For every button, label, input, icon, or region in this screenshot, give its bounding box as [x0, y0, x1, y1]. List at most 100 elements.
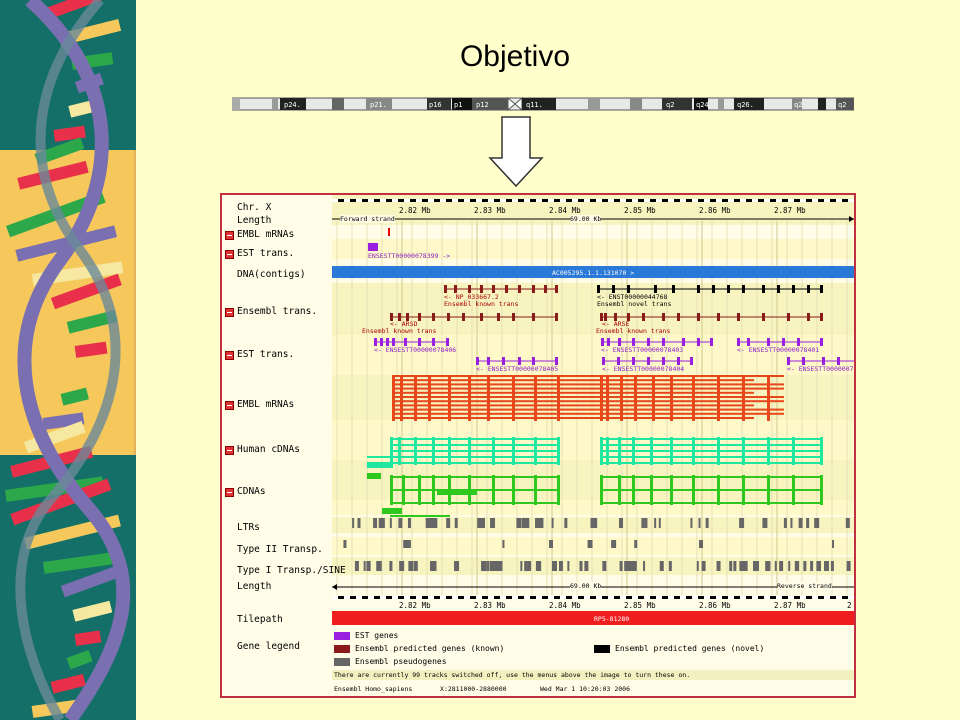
embl-mrna-exon — [600, 375, 603, 421]
est-transcript-exon — [837, 357, 840, 365]
band-label: p12 — [476, 101, 489, 109]
collapse-toggle-est-top[interactable] — [225, 250, 234, 259]
arse-transcript-exon — [600, 313, 603, 321]
scale-bar-segment — [776, 596, 782, 599]
scale-bar-segment — [512, 199, 518, 202]
repeat-element — [739, 518, 745, 528]
repeat-element — [658, 518, 661, 528]
human-cdna-exon — [534, 437, 537, 465]
bottom-tick-label: 2.82 Mb — [399, 601, 431, 610]
helix-rung — [42, 550, 124, 574]
legend-novel: Ensembl predicted genes (novel) — [615, 644, 765, 653]
repeat-element — [803, 561, 807, 571]
scale-bar-segment — [764, 199, 770, 202]
cdna-row — [390, 502, 557, 504]
top-tick-label: 2.84 Mb — [549, 206, 581, 215]
helix-rung — [50, 673, 86, 694]
collapse-toggle-ensembl[interactable] — [225, 308, 234, 317]
scale-bar-segment — [428, 199, 434, 202]
repeat-element — [846, 561, 851, 571]
enst-transcript-exon — [792, 285, 795, 293]
repeat-element — [481, 561, 486, 571]
collapse-toggle-embl[interactable] — [225, 401, 234, 410]
est-transcript-exon — [617, 357, 620, 365]
slide-title: Objetivo — [459, 40, 571, 73]
arsd-transcript-exon — [462, 313, 465, 321]
repeat-element — [541, 518, 544, 528]
cdna-row — [600, 476, 822, 478]
cdna-exon — [390, 475, 393, 505]
track-label-embl-mrnas: EMBL mRNAs — [237, 399, 295, 410]
embl-mrna-row — [392, 379, 754, 382]
repeat-element — [366, 561, 370, 571]
repeat-element — [788, 561, 791, 571]
feature-sublabel: Ensembl known trans — [596, 327, 671, 335]
scale-bar-segment — [500, 596, 506, 599]
legend-est-genes: EST genes — [355, 631, 399, 640]
enst-transcript-exon — [712, 285, 715, 293]
repeat-element — [587, 540, 593, 548]
length-arrow — [849, 216, 854, 222]
repeat-element — [654, 518, 657, 528]
cdna-exon — [767, 475, 770, 505]
helix-rung — [34, 137, 85, 166]
collapse-toggle-human-cdnas[interactable] — [225, 446, 234, 455]
helix-rung — [40, 0, 123, 22]
est-transcript-exon — [502, 357, 505, 365]
human-cdna-exon — [792, 437, 795, 465]
collapse-toggle-cdnas[interactable] — [225, 488, 234, 497]
repeat-element — [690, 518, 693, 528]
band-label: p16 — [429, 101, 442, 109]
embl-mrna-row — [392, 396, 784, 398]
forward-strand-label: Forward strand — [340, 215, 395, 223]
est-transcript-exon — [647, 338, 650, 346]
legend-pseudo: Ensembl pseudogenes — [355, 657, 447, 666]
scale-bar-segment — [392, 199, 398, 202]
embl-mrna-exon — [557, 375, 560, 421]
embl-mrna-exon — [717, 375, 720, 421]
scale-bar-segment — [464, 596, 470, 599]
repeat-element — [592, 518, 598, 528]
collapse-toggle-est[interactable] — [225, 351, 234, 360]
repeat-element — [699, 540, 704, 548]
cdna-exon — [692, 475, 695, 505]
footer-notice: There are currently 99 tracks switched o… — [332, 670, 854, 680]
enst-transcript-exon — [742, 285, 745, 293]
est-transcript-exon — [797, 338, 800, 346]
enst-transcript-exon — [612, 285, 615, 293]
arse-transcript-exon — [717, 313, 720, 321]
cdna-row — [600, 489, 822, 491]
human-cdna-row — [390, 444, 557, 446]
embl-mrna-row — [392, 375, 784, 377]
repeat-element — [525, 518, 530, 528]
est-transcript-exon — [601, 338, 604, 346]
reverse-strand-label: Reverse strand — [777, 582, 832, 590]
scale-bar-segment — [392, 596, 398, 599]
repeat-element — [430, 561, 436, 571]
collapse-toggle-embl-top[interactable] — [225, 231, 234, 240]
cdna-exon — [618, 475, 621, 505]
scale-bar-top — [332, 199, 854, 202]
helix-rung — [68, 100, 94, 118]
human-cdna-exon — [742, 437, 745, 465]
scale-bar-segment — [620, 199, 626, 202]
scale-bar-segment — [836, 596, 842, 599]
embl-mrna-row — [392, 387, 784, 390]
human-cdna-exon — [414, 437, 417, 465]
est-transcript-exon — [418, 338, 421, 346]
embl-mrna-row — [392, 417, 754, 419]
bottom-tick-label: 2.86 Mb — [699, 601, 731, 610]
scale-bar-segment — [788, 199, 794, 202]
scale-bar-segment — [524, 199, 530, 202]
scale-bar-segment — [536, 596, 542, 599]
feature-sublabel: Ensembl novel trans — [597, 300, 672, 308]
helix-rung — [66, 649, 93, 670]
np-transcript-exon — [480, 285, 483, 293]
repeat-element — [701, 561, 706, 571]
helix-rung — [17, 160, 89, 190]
scale-bar-segment — [692, 596, 698, 599]
repeat-element — [527, 561, 532, 571]
scale-bar-segment — [560, 596, 566, 599]
scale-bar-segment — [668, 596, 674, 599]
repeat-element — [516, 518, 522, 528]
